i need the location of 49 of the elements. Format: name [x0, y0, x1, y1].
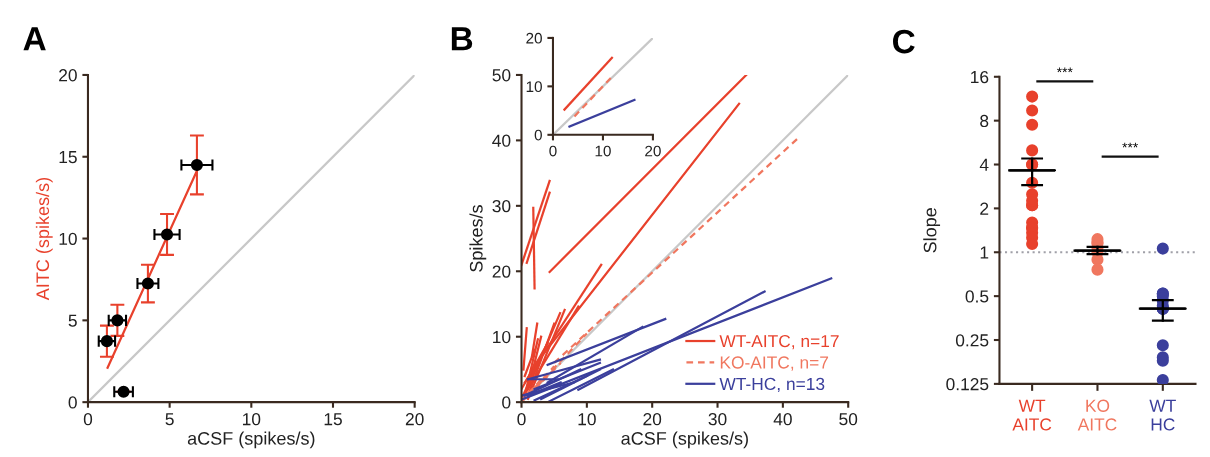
x-axis-title: aCSF (spikes/s) — [187, 431, 315, 449]
x-tick-label: KO AITC — [1077, 399, 1117, 431]
x-tick-label: 20 — [405, 413, 424, 426]
y-tick-label: 10 — [493, 330, 511, 344]
y-tick-label: 20 — [492, 265, 511, 278]
y-tick-label: 16 — [971, 70, 989, 84]
y-tick-label: 40 — [492, 134, 511, 147]
chart-title: C — [893, 29, 915, 54]
x-tick-label: 20 — [643, 413, 662, 426]
y-tick-label: 8 — [980, 114, 989, 128]
text: *** — [1056, 67, 1073, 73]
x-tick-label: WT AITC — [1012, 399, 1052, 431]
y-tick-label: 2 — [980, 202, 989, 215]
x-tick-label: 0 — [517, 413, 526, 426]
y-tick-label: 0 — [534, 129, 542, 141]
x-axis-title: aCSF (spikes/s) — [621, 431, 748, 449]
x-tick-label: 10 — [242, 413, 261, 426]
y-tick-label: 20 — [526, 32, 542, 44]
legend-label: WT-AITC, n=17 — [719, 334, 839, 350]
x-tick-label: 10 — [578, 413, 596, 426]
x-tick-label: 15 — [324, 413, 342, 426]
y-tick-label: 30 — [492, 200, 511, 213]
y-tick-label: 1 — [980, 246, 989, 259]
chart-title: B — [451, 27, 473, 51]
y-tick-label: 10 — [59, 232, 77, 246]
y-tick-label: 10 — [526, 81, 542, 93]
y-tick-label: 20 — [59, 69, 77, 82]
y-tick-label: 0.25 — [955, 334, 989, 347]
x-tick-label: 50 — [839, 413, 858, 426]
y-tick-label: 0.5 — [965, 290, 989, 303]
y-tick-label: 4 — [979, 158, 989, 171]
y-axis-title: Slope — [923, 208, 941, 253]
annotation: *** — [1122, 142, 1139, 148]
x-tick-label: 30 — [708, 413, 727, 426]
x-tick-label: WT HC — [1149, 399, 1176, 431]
x-tick-label: 5 — [165, 413, 174, 426]
x-tick-label: 20 — [645, 145, 661, 157]
legend-label: WT-HC, n=13 — [719, 377, 825, 393]
y-tick-label: 5 — [68, 314, 77, 327]
chart-title: A — [23, 27, 46, 51]
x-tick-label: 0 — [549, 145, 557, 157]
legend-label: KO-AITC, n=7 — [720, 356, 829, 371]
y-tick-label: 50 — [492, 69, 511, 82]
y-axis-title: AITC (spikes/s) — [35, 177, 53, 301]
y-tick-label: 0.125 — [946, 378, 989, 391]
y-axis-title: Spikes/s — [469, 205, 487, 272]
x-tick-label: 0 — [83, 413, 93, 426]
x-tick-label: 10 — [595, 145, 611, 157]
x-tick-label: 40 — [773, 413, 792, 426]
